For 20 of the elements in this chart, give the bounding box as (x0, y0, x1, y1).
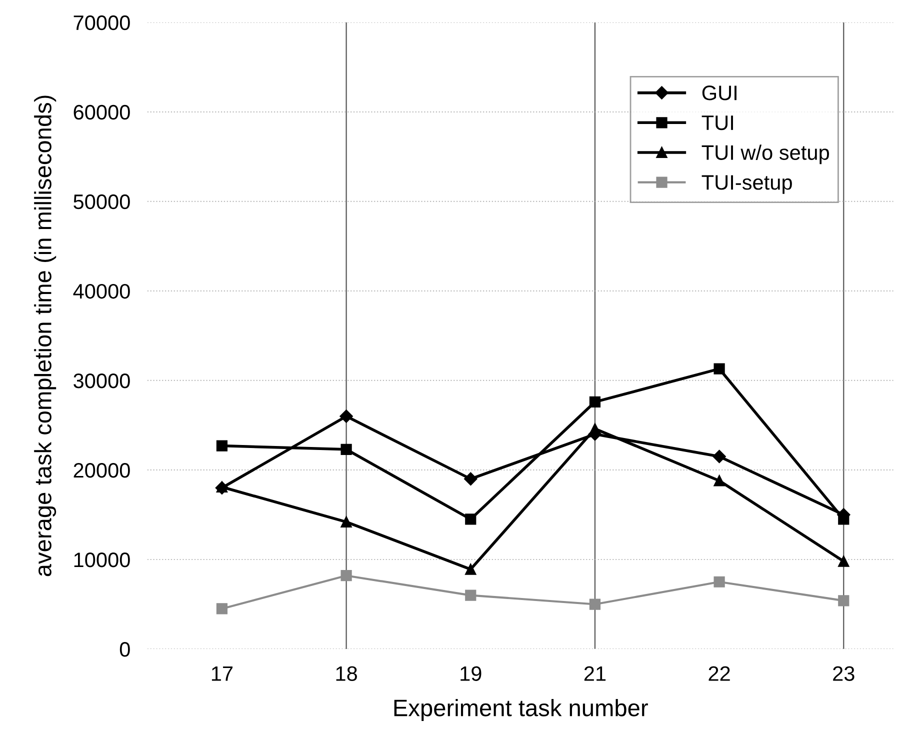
y-tick-label: 20000 (74, 462, 130, 478)
x-tick-label: 17 (212, 666, 233, 681)
x-tick-label: 23 (833, 666, 854, 681)
y-tick-label: 30000 (74, 373, 130, 388)
y-tick-label: 40000 (73, 284, 130, 299)
x-tick-label: 19 (460, 666, 482, 681)
y-tick-label: 50000 (74, 194, 130, 210)
x-tick-label: 21 (584, 666, 606, 681)
x-tick-label: 22 (708, 666, 730, 681)
x-axis-title: Experiment task number (394, 698, 648, 722)
y-axis-title: average task completion time (in milliseconds) (34, 96, 56, 576)
y-tick-label: 10000 (74, 552, 130, 568)
y-tick-label: 70000 (74, 15, 130, 30)
legend-label: TUI (702, 116, 733, 130)
y-tick-label: 60000 (74, 104, 130, 120)
legend-label: GUI (702, 86, 736, 100)
y-tick-label: 0 (120, 642, 130, 657)
legend-label: TUI w/o setup (702, 144, 829, 164)
x-tick-label: 18 (336, 666, 357, 681)
legend-label: TUI-setup (702, 175, 792, 194)
